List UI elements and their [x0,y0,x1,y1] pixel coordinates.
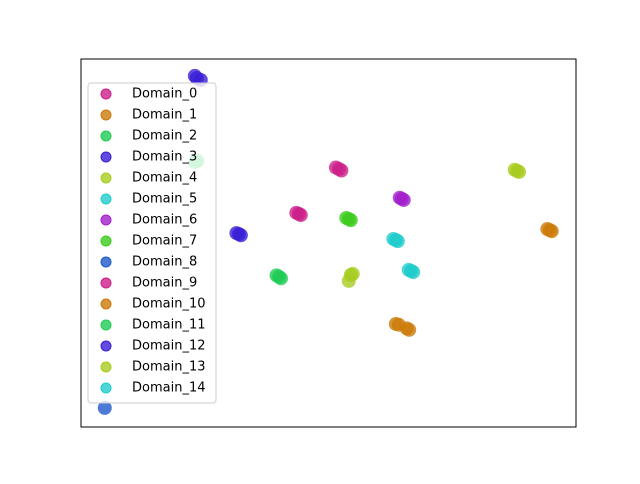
legend-label: Domain_7 [132,234,197,249]
axes-frame [80,58,577,428]
legend-marker [100,193,112,205]
legend-marker [100,151,112,163]
point [512,164,527,179]
legend-box [87,82,217,404]
legend-marker [100,298,112,310]
legend: Domain_0 Domain_1 Domain_2 Domain_3 Domain_4… [87,82,217,404]
point [343,213,358,228]
point [293,208,308,223]
point [544,224,559,239]
legend-marker [100,214,112,226]
point [97,400,112,415]
point [273,271,288,286]
legend-label: Domain_14 [132,381,206,396]
legend-label: Domain_8 [132,255,197,270]
legend-label: Domain_10 [132,297,206,312]
legend-marker [100,235,112,247]
legend-label: Domain_0 [132,87,197,102]
point [334,163,349,178]
point [396,192,411,207]
legend-label: Domain_11 [132,318,206,333]
legend-marker [100,172,112,184]
point [345,266,360,281]
legend-label: Domain_12 [132,339,206,354]
legend-marker [100,361,112,373]
point [187,68,202,83]
plot-area [97,68,559,415]
legend-label: Domain_9 [132,276,197,291]
legend-marker [100,319,112,331]
point [406,265,421,280]
point [399,321,414,336]
point [233,228,248,243]
legend-marker [100,277,112,289]
legend-label: Domain_2 [132,129,197,144]
legend-marker [100,382,112,394]
legend-label: Domain_3 [132,150,197,165]
legend-marker [100,109,112,121]
legend-marker [100,256,112,268]
legend-label: Domain_6 [132,213,197,228]
legend-marker [100,340,112,352]
legend-marker [100,88,112,100]
legend-label: Domain_4 [132,171,197,186]
legend-label: Domain_13 [132,360,206,375]
legend-label: Domain_5 [132,192,197,207]
legend-marker [100,130,112,142]
legend-label: Domain_1 [132,108,197,123]
point [390,234,405,249]
